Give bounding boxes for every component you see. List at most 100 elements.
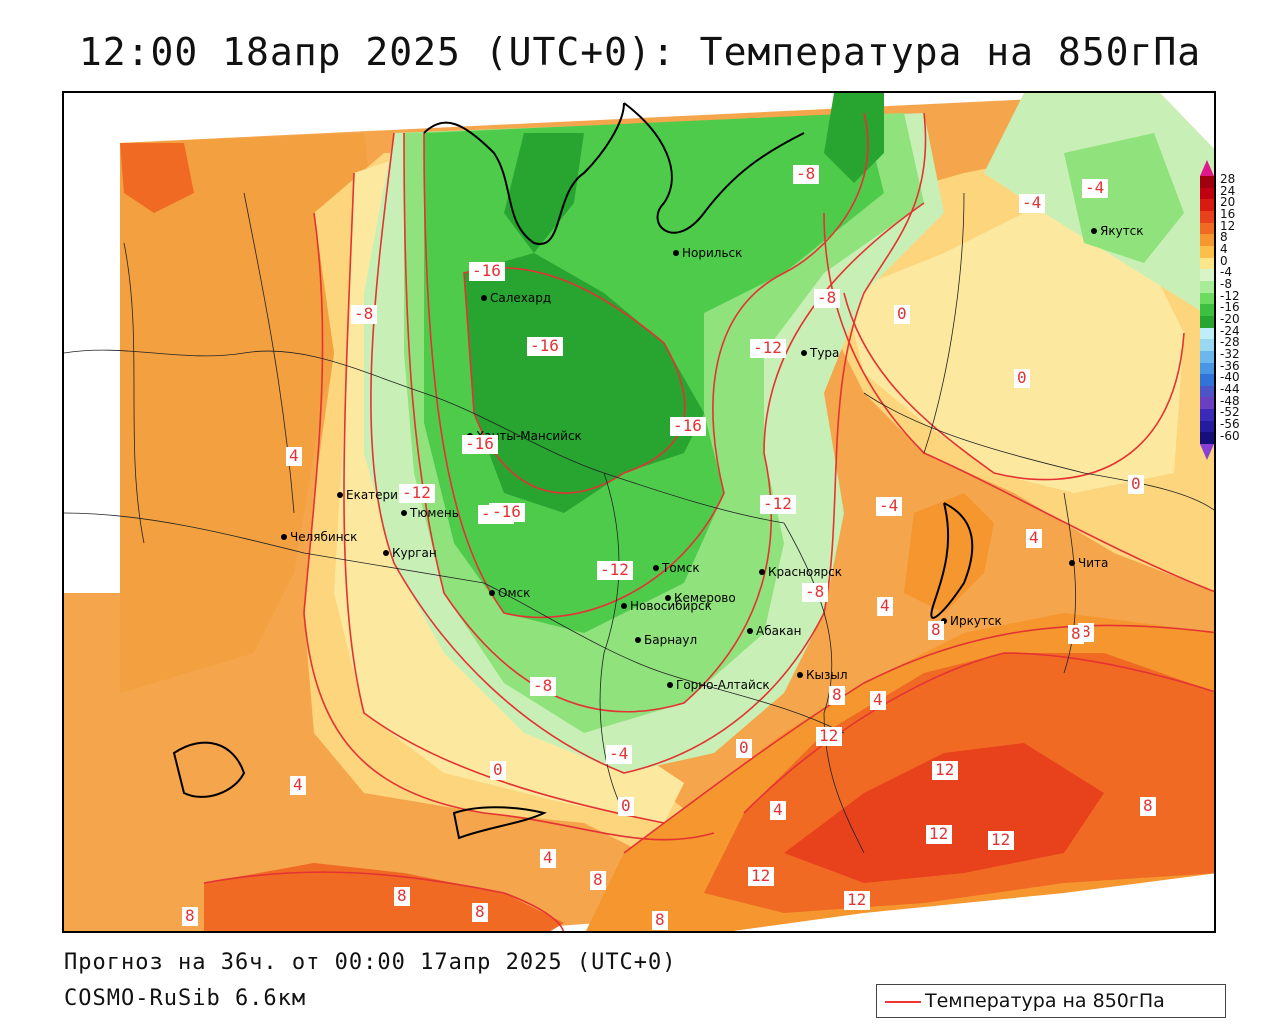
- scale-label: -48: [1220, 393, 1240, 408]
- scale-label: -8: [1220, 276, 1232, 291]
- contour-label: 8: [655, 910, 665, 929]
- contour-label-bg: [540, 849, 556, 868]
- city-marker: [759, 569, 765, 575]
- contour-label-bg: [770, 801, 786, 820]
- scale-label: 24: [1220, 183, 1236, 198]
- scale-cell: [1200, 176, 1214, 188]
- contour-label-bg: [530, 677, 556, 696]
- city-label: Тюмень: [409, 506, 459, 520]
- contour-label-bg: [1068, 625, 1084, 644]
- contour-label: -4: [1085, 178, 1104, 197]
- contour-label: -8: [354, 304, 373, 323]
- city-label: Ханты-Мансийск: [476, 429, 582, 443]
- scale-label: 16: [1220, 206, 1236, 221]
- city-marker: [667, 682, 673, 688]
- northwest-red: [120, 143, 194, 213]
- scale-label: 20: [1220, 195, 1236, 210]
- scale-cell: [1200, 432, 1214, 445]
- contour-label-bg: [750, 339, 786, 358]
- city-label: Чита: [1078, 556, 1108, 570]
- contour-label: -4: [879, 496, 898, 515]
- contour-label-bg: [597, 561, 633, 580]
- scale-label: -52: [1220, 405, 1240, 420]
- contour-label-bg: [988, 831, 1014, 850]
- contour-label: 4: [289, 446, 299, 465]
- city-marker: [797, 672, 803, 678]
- contour-label-bg: [802, 583, 828, 602]
- forecast-caption: Прогноз на 36ч. от 00:00 17апр 2025 (UTC…: [64, 950, 677, 975]
- scale-label: -28: [1220, 335, 1240, 350]
- contour-label: 0: [897, 304, 907, 323]
- contour-label: -8: [817, 288, 836, 307]
- contour-label-layer: -16 -8 -16 -16 -16 -16 -12 -12 -12 -8 -8 -8 -8 -4 -4 -4…: [182, 164, 1156, 930]
- contour-label: -4: [609, 744, 628, 763]
- south-red: [784, 743, 1104, 883]
- city-label: Кызыл: [806, 668, 848, 682]
- cold-dark-green-north: [504, 133, 584, 253]
- cold-dark-green: [464, 253, 704, 513]
- contour-label: 4: [773, 800, 783, 819]
- city-marker: [621, 603, 627, 609]
- contour-label: 0: [493, 760, 503, 779]
- contour-label: 4: [880, 596, 890, 615]
- scale-cell: [1200, 187, 1214, 200]
- city-marker: [801, 350, 807, 356]
- contour-label: 0: [621, 796, 631, 815]
- city-marker: [1091, 228, 1097, 234]
- scale-top-arrow: [1200, 160, 1214, 176]
- baikal-warm: [904, 493, 994, 613]
- city-label: Норильск: [682, 246, 742, 260]
- city-label: Салехард: [490, 291, 551, 305]
- contour-label: 0: [739, 738, 749, 757]
- contour-label-bg: [490, 761, 506, 780]
- scale-cell: [1200, 210, 1214, 223]
- line-legend: Температура на 850гПа: [876, 984, 1226, 1018]
- contour-label: -16: [673, 416, 702, 435]
- city-label: Иркутск: [950, 614, 1002, 628]
- contour-label-bg: [1140, 797, 1156, 816]
- contour-label: 12: [819, 726, 838, 745]
- scale-label: -56: [1220, 416, 1240, 431]
- scale-label: -20: [1220, 311, 1240, 326]
- scale-cell: [1200, 257, 1214, 270]
- scale-label: 8: [1220, 230, 1228, 245]
- scale-cell: [1200, 350, 1214, 363]
- contour-label-bg: [527, 337, 563, 356]
- contour-label-bg: [870, 691, 886, 710]
- contour-label-bg: [1019, 194, 1045, 213]
- scale-cell: [1200, 222, 1214, 235]
- contour-label-bg: [286, 447, 302, 466]
- scale-label: 0: [1220, 253, 1228, 268]
- scale-cell: [1200, 374, 1214, 386]
- contour-label-bg: [1128, 475, 1144, 494]
- contour-label: -12: [402, 483, 431, 502]
- contour-label: -16: [472, 261, 501, 280]
- contour-label-bg: [894, 305, 910, 324]
- contour-label: 8: [185, 906, 195, 925]
- contour-label: 8: [931, 620, 941, 639]
- coastlines: [172, 102, 974, 840]
- city-label: Горно-Алтайск: [676, 678, 770, 692]
- contour-label-bg: [182, 907, 198, 926]
- contour-label-bg: [844, 891, 870, 910]
- city-marker: [401, 510, 407, 516]
- city-marker: [653, 565, 659, 571]
- scale-cell: [1200, 327, 1214, 340]
- city-layer: Салехард Норильск Тура Якутск Ханты-Мансийск…: [281, 224, 1144, 692]
- scale-bottom-arrow: [1200, 444, 1214, 461]
- scale-cell: [1200, 420, 1214, 433]
- contour-label-bg: [1014, 369, 1030, 388]
- city-label: Якутск: [1100, 224, 1144, 238]
- city-marker: [489, 590, 495, 596]
- contour-label: -8: [533, 676, 552, 695]
- contour-label: -16: [465, 434, 494, 453]
- scale-label: -32: [1220, 346, 1240, 361]
- contour-label-bg: [394, 887, 410, 906]
- city-label: Барнаул: [644, 633, 697, 647]
- model-caption: COSMO-RuSib 6.6км: [64, 986, 307, 1011]
- scale-cell: [1200, 292, 1214, 305]
- contour-label-bg: [814, 289, 840, 308]
- contour-label: -8: [805, 582, 824, 601]
- city-label: Омск: [498, 586, 530, 600]
- contour-label-bg: [877, 597, 893, 616]
